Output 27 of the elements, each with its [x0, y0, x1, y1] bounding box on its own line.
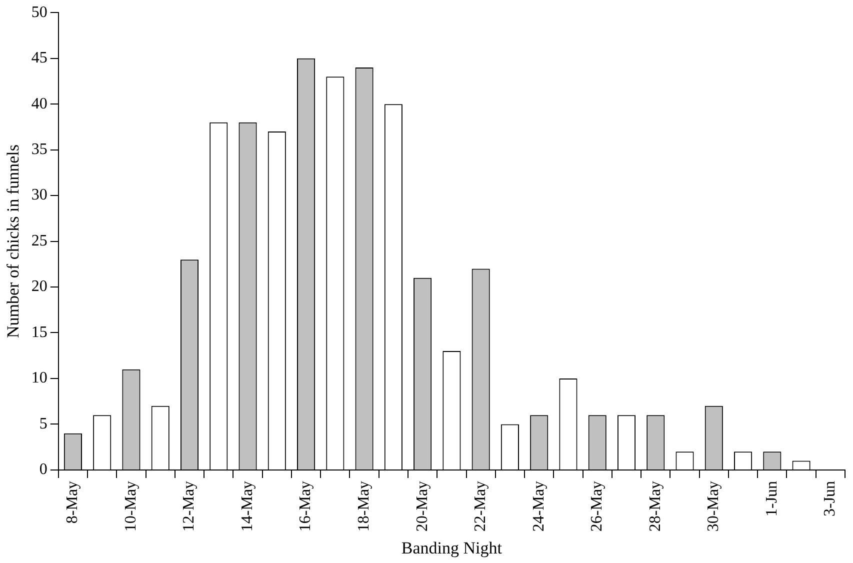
y-tick-label: 50: [31, 4, 48, 21]
y-tick-label: 10: [31, 370, 48, 387]
x-tick-label: 14-May: [238, 480, 256, 532]
x-tick-label: 28-May: [646, 480, 664, 532]
y-tick-label: 35: [31, 141, 48, 158]
y-tick-label: 40: [31, 95, 48, 112]
y-tick-label: 45: [31, 50, 48, 67]
x-tick-label: 22-May: [472, 480, 490, 532]
x-tick-label: 16-May: [297, 480, 314, 532]
x-tick-label: 10-May: [122, 480, 140, 532]
x-axis-title: Banding Night: [401, 538, 502, 558]
x-tick-label: 24-May: [530, 480, 548, 532]
x-tick-label: 26-May: [588, 480, 606, 532]
y-tick-label: 15: [31, 324, 48, 341]
y-tick-label: 0: [39, 461, 48, 478]
y-tick-label: 25: [31, 232, 48, 250]
y-tick-label: 30: [31, 186, 48, 204]
y-tick-label: 20: [31, 278, 48, 296]
y-axis-title: Number of chicks in funnels: [4, 144, 23, 338]
x-tick-label: 20-May: [414, 480, 431, 532]
x-tick-label: 8-May: [64, 480, 82, 524]
x-tick-label: 30-May: [705, 480, 722, 532]
x-tick-label: 3-Jun: [822, 480, 839, 517]
y-tick-label: 5: [39, 415, 48, 432]
x-tick-label: 18-May: [356, 480, 373, 532]
x-tick-label: 1-Jun: [763, 480, 780, 517]
x-tick-label: 12-May: [180, 480, 198, 532]
